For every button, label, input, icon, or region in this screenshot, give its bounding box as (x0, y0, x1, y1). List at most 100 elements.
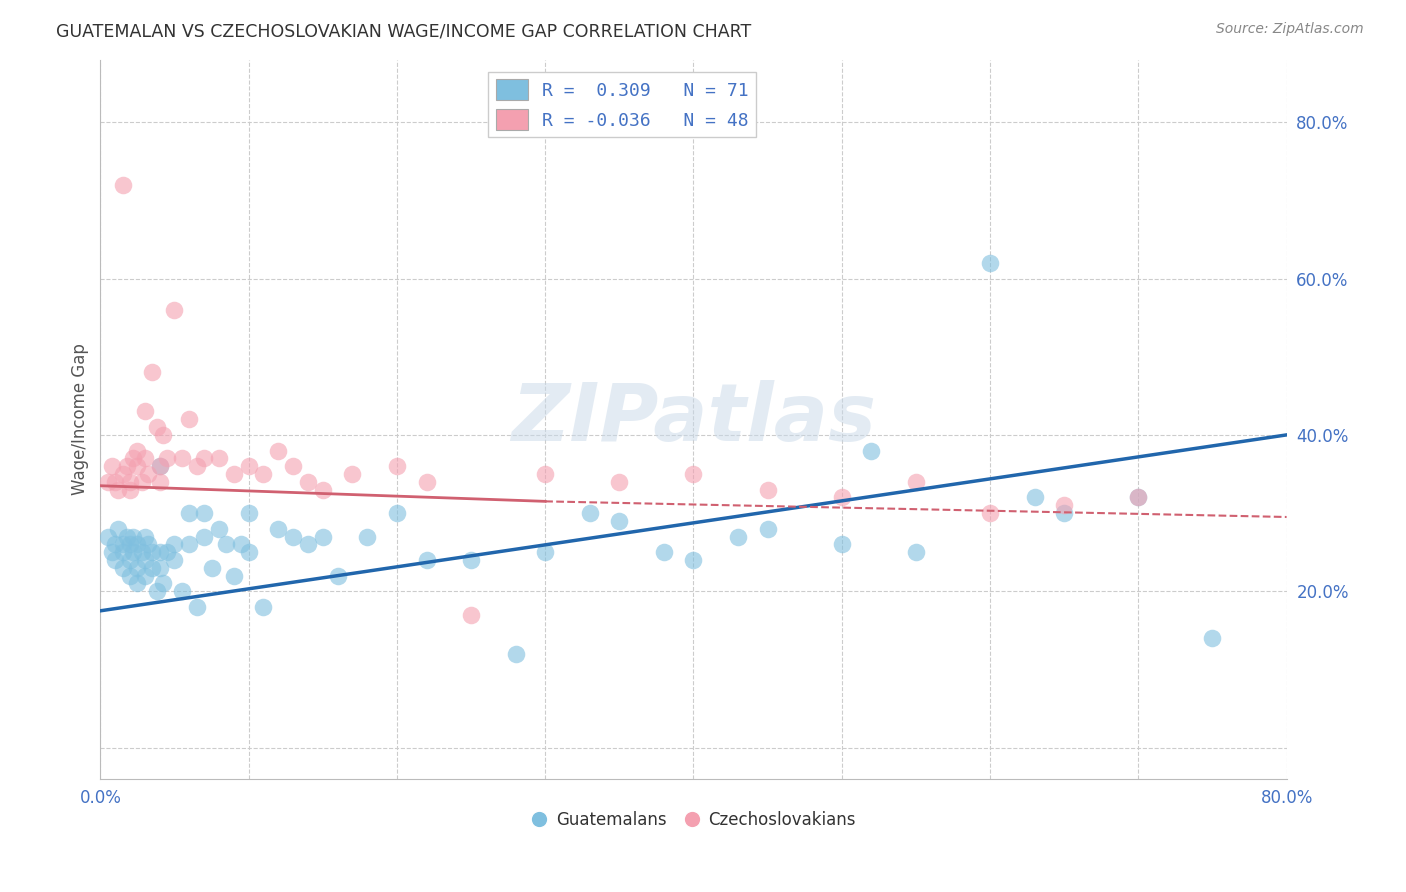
Point (145, 420, 167, 434)
Point (134, 404, 156, 418)
Point (267, 443, 290, 458)
Point (115, 459, 138, 474)
Point (193, 451, 215, 466)
Point (578, 506, 600, 520)
Point (111, 537, 134, 551)
Point (127, 576, 149, 591)
Point (127, 459, 149, 474)
Point (193, 530, 215, 544)
Point (186, 599, 208, 614)
Point (111, 561, 134, 575)
Point (179, 412, 201, 426)
Point (756, 522, 779, 536)
Text: Source: ZipAtlas.com: Source: ZipAtlas.com (1216, 22, 1364, 37)
Point (163, 553, 186, 567)
Point (222, 568, 245, 582)
Text: ZIPatlas: ZIPatlas (510, 380, 876, 458)
Point (170, 584, 193, 599)
Point (831, 537, 853, 551)
Point (534, 467, 557, 481)
Point (904, 545, 927, 559)
Point (111, 545, 134, 559)
Point (122, 451, 145, 466)
Point (682, 553, 704, 567)
Point (727, 530, 749, 544)
Point (118, 475, 141, 489)
Point (356, 530, 378, 544)
Point (136, 467, 159, 481)
Point (149, 459, 172, 474)
Point (122, 530, 145, 544)
Point (179, 537, 201, 551)
Point (101, 545, 124, 559)
Point (385, 459, 408, 474)
Point (134, 451, 156, 466)
Point (141, 561, 163, 575)
Point (97, 475, 120, 489)
Point (107, 522, 129, 536)
Point (607, 475, 630, 489)
Point (460, 553, 482, 567)
Point (979, 506, 1001, 520)
Point (1024, 491, 1046, 505)
Point (238, 506, 260, 520)
Point (200, 561, 222, 575)
Point (156, 451, 179, 466)
Point (1128, 491, 1150, 505)
Point (281, 530, 304, 544)
Point (134, 530, 156, 544)
Point (505, 647, 527, 661)
Point (215, 537, 238, 551)
Point (1053, 506, 1076, 520)
Point (118, 537, 141, 551)
Point (163, 302, 186, 317)
Point (127, 537, 149, 551)
Point (145, 584, 167, 599)
Point (252, 599, 274, 614)
Point (134, 568, 156, 582)
Point (193, 506, 215, 520)
Point (415, 475, 437, 489)
Point (186, 459, 208, 474)
Point (141, 545, 163, 559)
Point (170, 451, 193, 466)
Point (149, 561, 172, 575)
Point (152, 428, 174, 442)
Point (326, 568, 349, 582)
Point (111, 467, 134, 481)
Point (238, 545, 260, 559)
Point (385, 506, 408, 520)
Point (267, 522, 290, 536)
Point (979, 256, 1001, 270)
Point (281, 459, 304, 474)
Point (122, 545, 145, 559)
Point (149, 459, 172, 474)
Point (179, 506, 201, 520)
Point (97, 530, 120, 544)
Point (104, 475, 127, 489)
Point (104, 553, 127, 567)
Point (652, 545, 675, 559)
Point (127, 561, 149, 575)
Point (149, 475, 172, 489)
Point (127, 443, 149, 458)
Point (238, 459, 260, 474)
Point (118, 553, 141, 567)
Point (134, 553, 156, 567)
Point (222, 467, 245, 481)
Point (415, 553, 437, 567)
Text: GUATEMALAN VS CZECHOSLOVAKIAN WAGE/INCOME GAP CORRELATION CHART: GUATEMALAN VS CZECHOSLOVAKIAN WAGE/INCOM… (56, 22, 751, 40)
Point (860, 443, 883, 458)
Point (152, 576, 174, 591)
Point (111, 178, 134, 192)
Point (460, 607, 482, 622)
Y-axis label: Wage/Income Gap: Wage/Income Gap (72, 343, 89, 495)
Point (1201, 631, 1223, 645)
Point (208, 522, 231, 536)
Point (252, 467, 274, 481)
Point (534, 545, 557, 559)
Point (342, 467, 364, 481)
Point (312, 530, 335, 544)
Point (104, 537, 127, 551)
Point (156, 545, 179, 559)
